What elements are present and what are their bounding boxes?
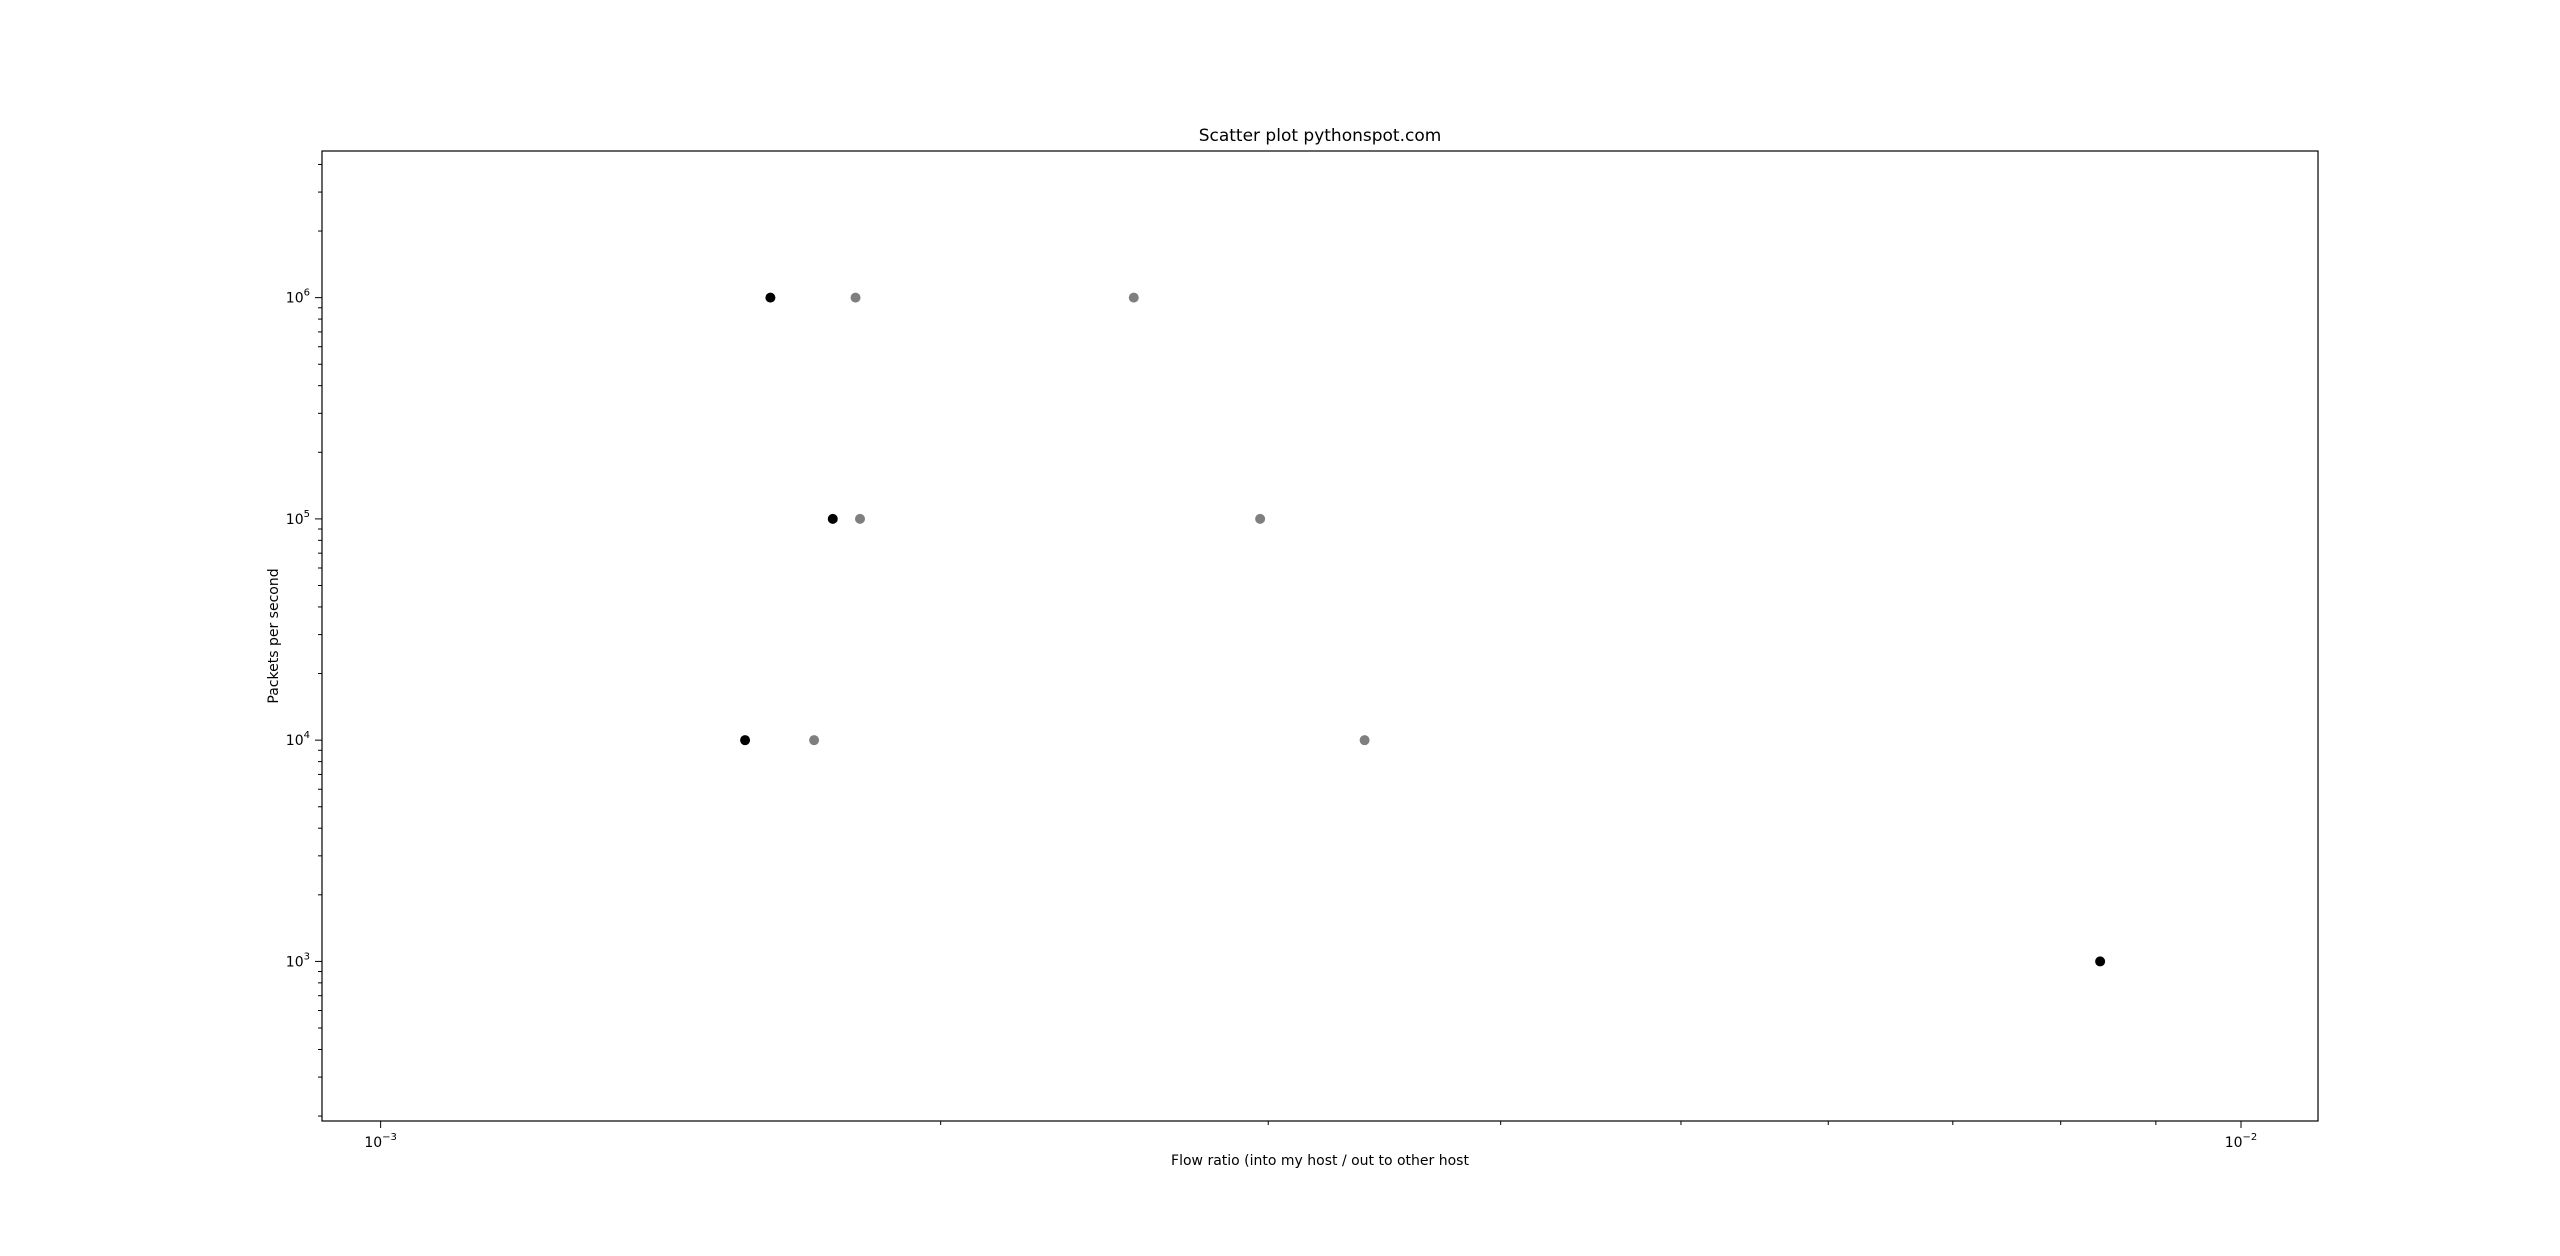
y-tick-label: 105 [286, 509, 310, 528]
scatter-point [809, 735, 820, 746]
y-tick-label: 106 [286, 288, 310, 307]
scatter-point [1255, 513, 1266, 524]
y-axis-label: Packets per second [266, 568, 282, 703]
scatter-point [855, 513, 866, 524]
ticks-layer: 10−3 10−2 103 104 105 106 [286, 163, 2258, 1151]
chart-title: Scatter plot pythonspot.com [1199, 126, 1442, 146]
scatter-point [765, 292, 776, 303]
scatter-point [1128, 292, 1139, 303]
plot-area-frame [321, 150, 2319, 1122]
scatter-point [740, 735, 751, 746]
scatter-point [2095, 956, 2106, 967]
scatter-point [827, 513, 838, 524]
scatter-point [1359, 735, 1370, 746]
scatter-point [850, 292, 861, 303]
y-tick-label: 104 [286, 730, 310, 749]
x-axis-label: Flow ratio (into my host / out to other … [1171, 1153, 1469, 1169]
x-tick-label: 10−3 [364, 1132, 397, 1151]
x-tick-label: 10−2 [2225, 1132, 2258, 1151]
points-layer [740, 292, 2106, 967]
y-tick-label: 103 [286, 951, 310, 970]
